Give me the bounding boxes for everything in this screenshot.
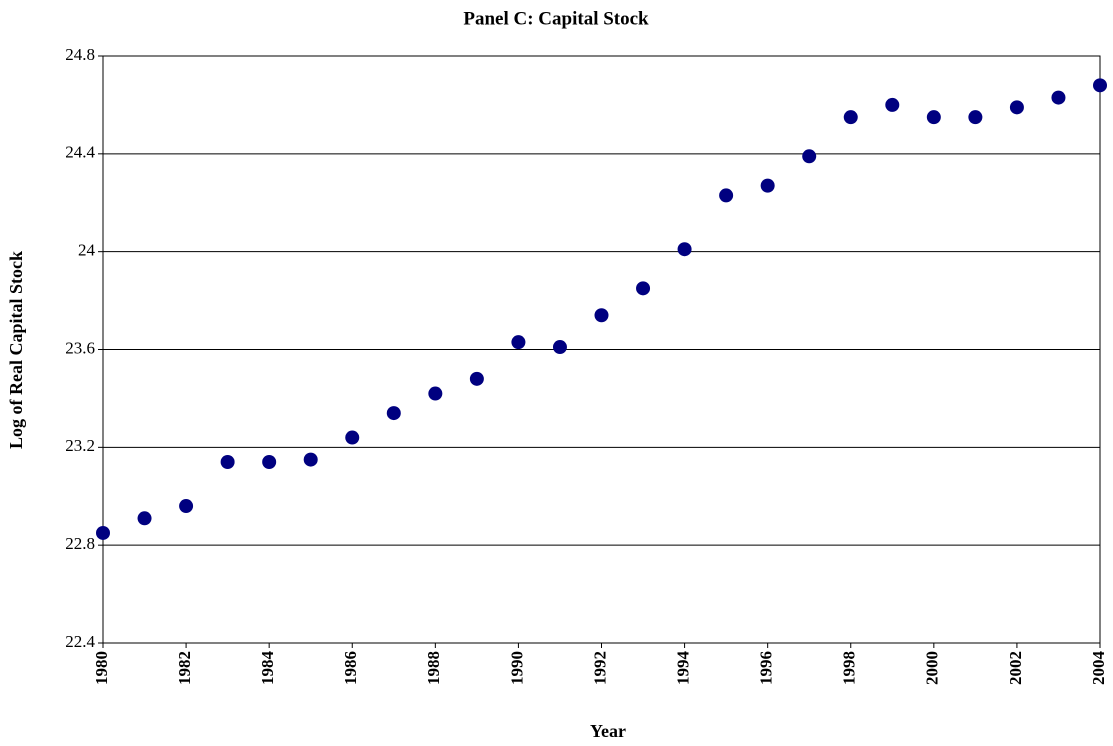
point: [968, 110, 983, 125]
y-tick-label: 23.6: [65, 338, 95, 357]
x-tick-label: 1994: [673, 651, 692, 686]
y-tick-label: 24.4: [65, 143, 95, 162]
y-tick-label: 23.2: [65, 436, 95, 455]
x-tick-label: 1982: [175, 651, 194, 685]
y-axis-label: Log of Real Capital Stock: [6, 251, 26, 449]
point: [262, 455, 277, 470]
x-tick-label: 1980: [92, 651, 111, 685]
point: [1009, 100, 1024, 115]
y-tick-label: 24: [78, 241, 96, 260]
plot-frame: [102, 55, 1101, 644]
point: [96, 525, 110, 540]
point: [594, 308, 609, 323]
chart-title: Panel C: Capital Stock: [463, 8, 649, 29]
point: [137, 511, 152, 526]
point: [469, 371, 484, 386]
x-tick-label: 2004: [1089, 651, 1108, 686]
point: [345, 430, 360, 445]
point: [802, 149, 817, 164]
point: [220, 455, 235, 470]
point: [1051, 90, 1066, 105]
point: [677, 242, 692, 257]
x-tick-label: 1990: [507, 651, 526, 685]
x-tick-label: 2002: [1006, 651, 1025, 685]
point: [719, 188, 734, 203]
x-tick-label: 2000: [923, 651, 942, 685]
point: [1093, 78, 1107, 93]
point: [760, 178, 775, 193]
point: [636, 281, 651, 296]
point: [303, 452, 318, 467]
point: [926, 110, 941, 125]
point: [386, 406, 401, 421]
point: [843, 110, 858, 125]
point: [552, 340, 567, 355]
point: [179, 499, 194, 514]
y-tick-label: 24.8: [65, 45, 95, 64]
x-tick-label: 1992: [590, 651, 609, 685]
point: [428, 386, 443, 401]
x-axis-label: Year: [590, 721, 626, 741]
x-tick-label: 1984: [258, 651, 277, 686]
point: [511, 335, 526, 350]
x-tick-label: 1986: [341, 651, 360, 685]
x-tick-label: 1988: [424, 651, 443, 685]
y-tick-label: 22.8: [65, 534, 95, 553]
y-tick-label: 22.4: [65, 632, 95, 651]
x-tick-label: 1998: [840, 651, 859, 685]
x-tick-label: 1996: [757, 651, 776, 685]
point: [885, 97, 900, 112]
